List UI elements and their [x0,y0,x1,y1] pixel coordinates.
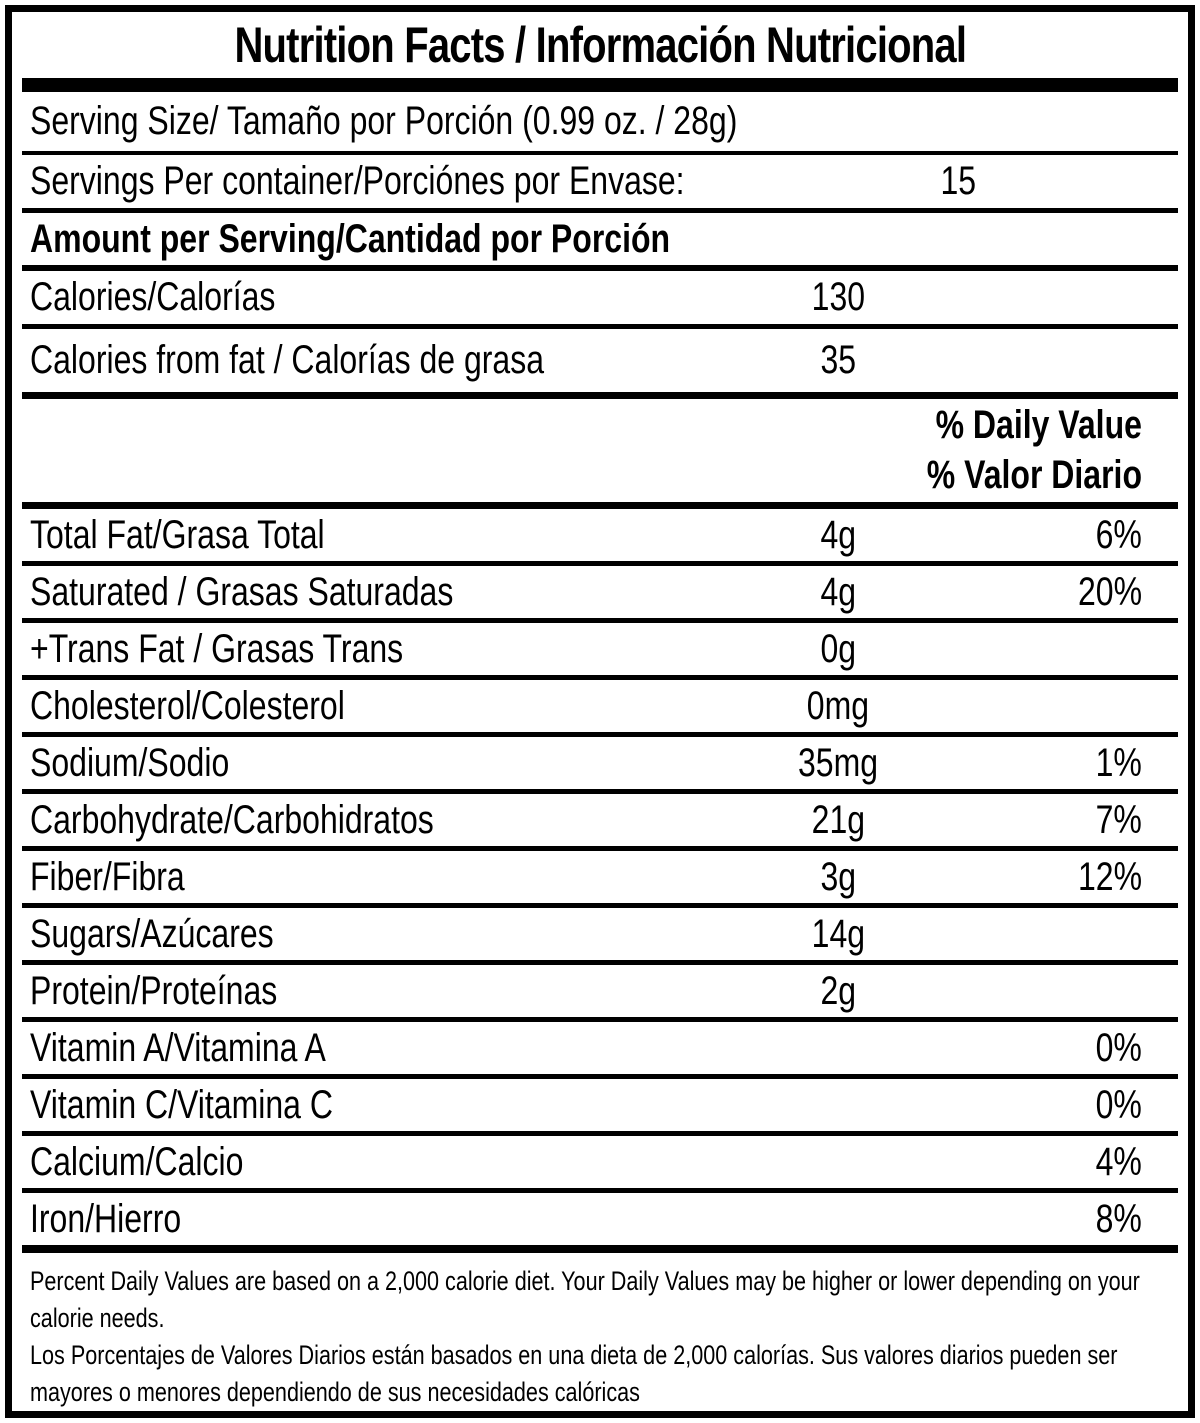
nutrient-amount: 4g [820,569,856,614]
amount-per-serving-label: Amount per Serving/Cantidad por Porción [30,216,671,261]
nutrient-daily-value: 7% [1095,797,1142,842]
calories-from-fat-label: Calories from fat / Calorías de grasa [30,338,544,382]
nutrient-row-cholesterol: Cholesterol/Colesterol 0mg [22,680,1178,737]
daily-value-header-es: % Valor Diario [926,452,1142,497]
nutrient-label: Calcium/Calcio [30,1139,244,1184]
nutrient-amount: 21g [811,797,865,842]
footnote-spanish: Los Porcentajes de Valores Diarios están… [30,1340,1118,1407]
nutrient-daily-value: 1% [1095,740,1142,785]
nutrient-daily-value: 0% [1095,1025,1142,1070]
nutrient-daily-value: 6% [1095,512,1142,557]
calories-from-fat-value: 35 [820,338,856,382]
nutrient-label: Iron/Hierro [30,1196,182,1241]
nutrient-label: Fiber/Fibra [30,854,185,899]
nutrient-label: Cholesterol/Colesterol [30,683,345,728]
nutrient-label: Vitamin C/Vitamina C [30,1082,333,1127]
serving-size-label: Serving Size/ Tamaño por Porción (0.99 o… [30,99,738,143]
nutrient-row-protein: Protein/Proteínas 2g [22,965,1178,1022]
daily-value-header: % Daily Value % Valor Diario [22,399,1178,509]
nutrient-daily-value: 8% [1095,1196,1142,1241]
nutrient-amount: 0g [820,626,856,671]
calories-from-fat-row: Calories from fat / Calorías de grasa 35 [22,329,1178,399]
nutrient-row-saturated-fat: Saturated / Grasas Saturadas 4g 20% [22,566,1178,623]
nutrient-row-vitamin-a: Vitamin A/Vitamina A 0% [22,1022,1178,1079]
nutrient-row-calcium: Calcium/Calcio 4% [22,1136,1178,1193]
nutrient-amount: 2g [820,968,856,1013]
nutrient-daily-value: 12% [1077,854,1142,899]
nutrient-amount: 0mg [806,683,870,728]
servings-per-container-label: Servings Per container/Porciónes por Env… [30,159,685,203]
nutrient-amount: 3g [820,854,856,899]
nutrient-label: Sugars/Azúcares [30,911,274,956]
nutrient-row-iron: Iron/Hierro 8% [22,1193,1178,1253]
nutrient-label: Saturated / Grasas Saturadas [30,569,454,614]
calories-value: 130 [811,275,865,319]
nutrient-daily-value: 20% [1077,569,1142,614]
nutrient-row-fiber: Fiber/Fibra 3g 12% [22,851,1178,908]
nutrient-row-trans-fat: +Trans Fat / Grasas Trans 0g [22,623,1178,680]
nutrient-amount: 4g [820,512,856,557]
servings-per-container-row: Servings Per container/Porciónes por Env… [22,155,1178,213]
nutrient-label: Carbohydrate/Carbohidratos [30,797,434,842]
nutrition-label: Nutrition Facts / Información Nutriciona… [5,5,1195,1418]
nutrient-row-vitamin-c: Vitamin C/Vitamina C 0% [22,1079,1178,1136]
serving-size-row: Serving Size/ Tamaño por Porción (0.99 o… [22,92,1178,155]
label-header: Nutrition Facts / Información Nutriciona… [22,12,1178,78]
daily-value-header-en: % Daily Value [935,403,1142,448]
nutrient-daily-value: 0% [1095,1082,1142,1127]
label-title: Nutrition Facts / Información Nutriciona… [234,17,966,73]
calories-row: Calories/Calorías 130 [22,271,1178,329]
amount-per-serving-row: Amount per Serving/Cantidad por Porción [22,213,1178,271]
nutrient-amount: 35mg [797,740,879,785]
title-separator-bar [22,78,1178,92]
footnote: Percent Daily Values are based on a 2,00… [22,1253,1178,1411]
nutrient-amount: 14g [811,911,865,956]
nutrient-daily-value: 4% [1095,1139,1142,1184]
nutrient-row-total-fat: Total Fat/Grasa Total 4g 6% [22,509,1178,566]
nutrient-label: +Trans Fat / Grasas Trans [30,626,404,671]
nutrient-label: Sodium/Sodio [30,740,230,785]
footnote-english: Percent Daily Values are based on a 2,00… [30,1266,1140,1333]
nutrient-row-carbohydrate: Carbohydrate/Carbohidratos 21g 7% [22,794,1178,851]
calories-label: Calories/Calorías [30,275,276,319]
nutrient-label: Vitamin A/Vitamina A [30,1025,326,1070]
servings-per-container-value: 15 [940,159,977,203]
nutrient-label: Total Fat/Grasa Total [30,512,325,557]
nutrient-row-sugars: Sugars/Azúcares 14g [22,908,1178,965]
nutrient-label: Protein/Proteínas [30,968,278,1013]
nutrient-row-sodium: Sodium/Sodio 35mg 1% [22,737,1178,794]
